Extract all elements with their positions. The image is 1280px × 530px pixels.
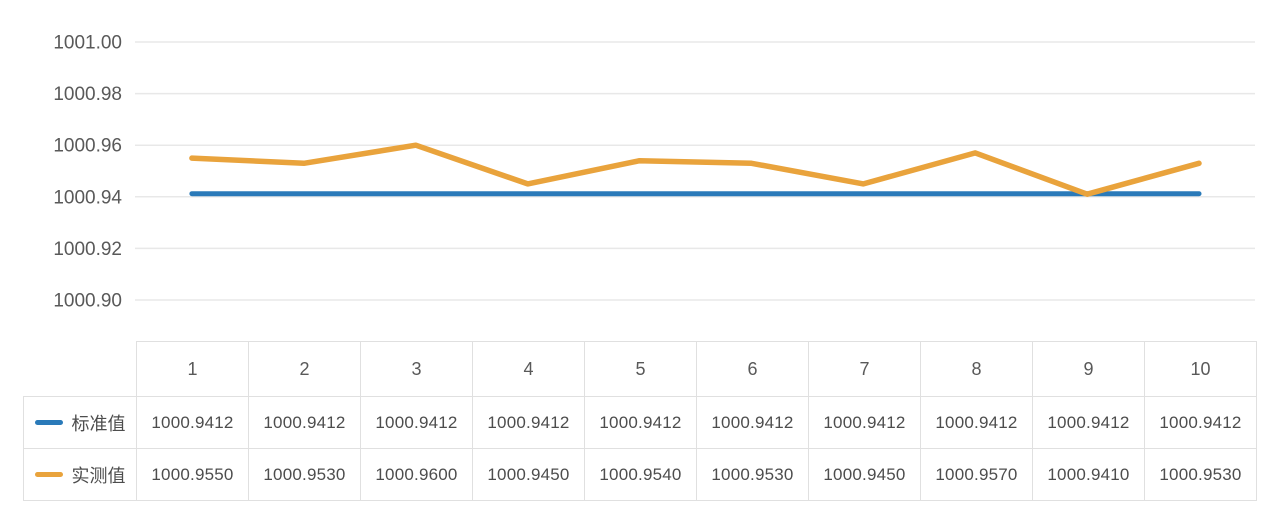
value-cell-measured: 1000.9410 bbox=[1032, 448, 1145, 501]
value-cell-standard: 1000.9412 bbox=[696, 396, 809, 449]
table-row-measured: 实测值 1000.9550 1000.9530 1000.9600 1000.9450 1… bbox=[23, 448, 1257, 501]
column-header: 5 bbox=[584, 341, 697, 397]
value-cell-measured: 1000.9530 bbox=[1144, 448, 1257, 501]
column-header: 3 bbox=[360, 341, 473, 397]
value-cell-standard: 1000.9412 bbox=[1032, 396, 1145, 449]
column-header: 6 bbox=[696, 341, 809, 397]
y-axis-tick-label: 1000.98 bbox=[53, 84, 122, 105]
value-cell-measured: 1000.9450 bbox=[472, 448, 585, 501]
value-cell-measured: 1000.9450 bbox=[808, 448, 921, 501]
row-header-measured: 实测值 bbox=[23, 448, 137, 501]
value-cell-measured: 1000.9600 bbox=[360, 448, 473, 501]
value-cell-standard: 1000.9412 bbox=[584, 396, 697, 449]
column-header: 7 bbox=[808, 341, 921, 397]
value-cell-measured: 1000.9570 bbox=[920, 448, 1033, 501]
column-header: 4 bbox=[472, 341, 585, 397]
value-cell-standard: 1000.9412 bbox=[920, 396, 1033, 449]
value-cell-standard: 1000.9412 bbox=[136, 396, 249, 449]
value-cell-measured: 1000.9540 bbox=[584, 448, 697, 501]
value-cell-measured: 1000.9550 bbox=[136, 448, 249, 501]
series-name: 实测值 bbox=[71, 465, 126, 486]
series-name: 标准值 bbox=[71, 413, 126, 434]
table-corner-cell bbox=[23, 341, 137, 397]
value-cell-standard: 1000.9412 bbox=[1144, 396, 1257, 449]
value-cell-standard: 1000.9412 bbox=[360, 396, 473, 449]
table-row-standard: 标准值 1000.9412 1000.9412 1000.9412 1000.9412 1… bbox=[23, 396, 1257, 449]
value-cell-standard: 1000.9412 bbox=[248, 396, 361, 449]
y-axis-tick-label: 1001.00 bbox=[53, 33, 122, 54]
column-header: 10 bbox=[1144, 341, 1257, 397]
y-axis-tick-label: 1000.94 bbox=[53, 187, 122, 208]
value-cell-standard: 1000.9412 bbox=[472, 396, 585, 449]
column-header: 8 bbox=[920, 341, 1033, 397]
series-line-measured bbox=[189, 142, 1202, 197]
chart-data-table: 1 2 3 4 5 6 7 8 9 10 标准值 1000.9412 1000.9412 1000.941… bbox=[23, 341, 1257, 501]
y-axis-tick-label: 1000.96 bbox=[53, 136, 122, 157]
value-cell-measured: 1000.9530 bbox=[696, 448, 809, 501]
value-cell-measured: 1000.9530 bbox=[248, 448, 361, 501]
column-header: 2 bbox=[248, 341, 361, 397]
value-cell-standard: 1000.9412 bbox=[808, 396, 921, 449]
legend-swatch-measured bbox=[34, 472, 63, 477]
column-header: 1 bbox=[136, 341, 249, 397]
y-axis-tick-label: 1000.92 bbox=[53, 239, 122, 260]
column-header: 9 bbox=[1032, 341, 1145, 397]
line-chart: 1001.00 1000.98 1000.96 1000.94 1000.92 1000.… bbox=[53, 33, 1255, 312]
y-axis-tick-label: 1000.90 bbox=[53, 291, 122, 312]
row-header-standard: 标准值 bbox=[23, 396, 137, 449]
table-header-row: 1 2 3 4 5 6 7 8 9 10 bbox=[23, 341, 1257, 397]
legend-swatch-standard bbox=[34, 420, 63, 425]
